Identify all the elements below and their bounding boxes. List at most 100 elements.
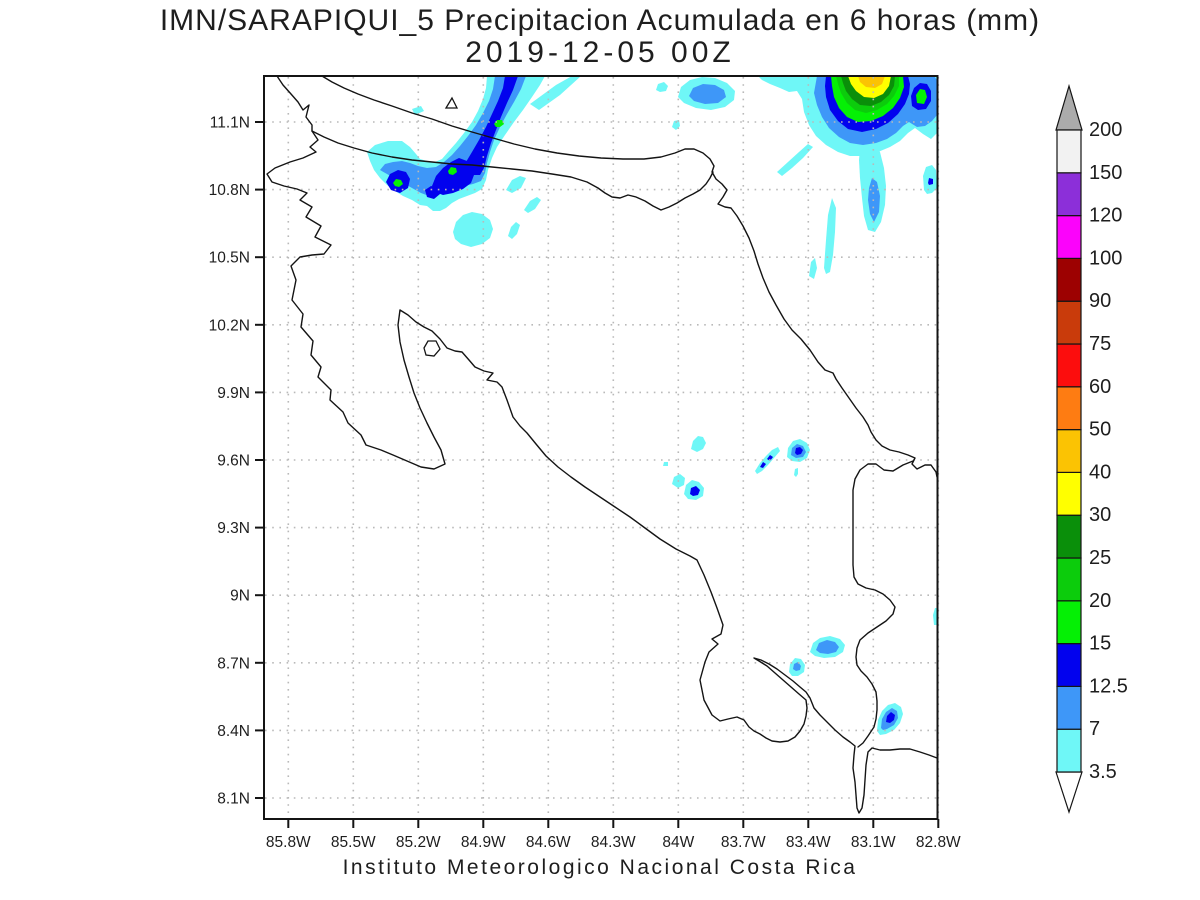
precip-contour-c35 [453, 212, 493, 247]
island-triangle [444, 96, 459, 109]
coastline-pacific [266, 75, 938, 814]
lon-label: 85.8W [266, 834, 311, 851]
colorbar-label: 60 [1089, 376, 1111, 398]
precip-contour-c125 [690, 486, 700, 496]
lon-label: 83.7W [721, 834, 766, 851]
lon-label: 85.2W [396, 834, 441, 851]
precip-contour-c35 [656, 82, 668, 92]
lat-label: 10.5N [209, 250, 250, 267]
lon-label: 83.1W [851, 834, 896, 851]
colorbar-label: 90 [1089, 290, 1111, 312]
lat-label: 9.9N [217, 385, 250, 402]
colorbar-segment-100 [1056, 215, 1082, 260]
colorbar-segment-60 [1056, 343, 1082, 388]
colorbar: 3.5 7 12.5 15 20 25 30 40 50 60 75 90 100 120 150 200 [1055, 83, 1128, 814]
colorbar-label: 25 [1089, 547, 1111, 569]
precip-contour-c125 [760, 462, 766, 468]
lon-label: 85.5W [331, 834, 376, 851]
colorbar-label: 7 [1089, 718, 1100, 740]
colorbar-label: 75 [1089, 333, 1111, 355]
lon-label: 84.6W [526, 834, 571, 851]
colorbar-label: 3.5 [1089, 761, 1117, 783]
axes: 11.1N 10.8N 10.5N 10.2N 9.9N 9.6N 9.3N 9N 8.7N 8.… [209, 75, 961, 851]
colorbar-segment-90 [1056, 257, 1082, 302]
precip-contour-c125 [432, 158, 474, 195]
precip-contour-c15 [448, 167, 457, 175]
colorbar-label: 100 [1089, 247, 1122, 269]
colorbar-segment-30 [1056, 471, 1082, 516]
colorbar-arrow-top [1055, 83, 1083, 131]
lat-label: 8.4N [217, 723, 250, 740]
precip-contour-c15 [393, 179, 403, 187]
colorbar-segment-25 [1056, 514, 1082, 559]
map-frame [263, 75, 939, 820]
lon-label: 84.9W [461, 834, 506, 851]
lat-label: 8.7N [217, 655, 250, 672]
colorbar-label: 15 [1089, 633, 1111, 655]
precip-contour-c35 [508, 222, 520, 239]
precip-contour-c125 [795, 447, 803, 455]
colorbar-label: 120 [1089, 205, 1122, 227]
colorbar-segment-120 [1056, 172, 1082, 217]
colorbar-label: 200 [1089, 119, 1122, 141]
precip-contour-c35 [530, 76, 581, 110]
precip-contour-c125 [767, 455, 773, 461]
lat-label: 11.1N [210, 115, 250, 132]
precip-contour-c7 [689, 84, 726, 104]
colorbar-label: 40 [1089, 461, 1111, 483]
lat-label: 10.2N [209, 317, 250, 334]
colorbar-label: 12.5 [1089, 675, 1128, 697]
precip-contour-c35 [691, 436, 706, 452]
colorbar-segment-50 [1056, 386, 1082, 431]
colorbar-segment-7 [1056, 685, 1082, 730]
lon-label: 82.8W [916, 834, 961, 851]
colorbar-segment-15 [1056, 600, 1082, 645]
colorbar-segment-75 [1056, 300, 1082, 345]
precip-contour-c125 [928, 178, 933, 185]
precip-contour-c35 [524, 197, 541, 213]
lon-label: 84.3W [591, 834, 636, 851]
colorbar-segment-12.5 [1056, 642, 1082, 687]
colorbar-segment-150 [1056, 129, 1082, 174]
precip-contour-c7 [380, 76, 526, 196]
precip-shading [367, 76, 937, 735]
lon-label: 83.4W [786, 834, 831, 851]
border-panama [852, 460, 914, 748]
precip-contour-c35 [809, 258, 817, 279]
colorbar-label: 150 [1089, 162, 1122, 184]
precip-contour-c7 [816, 640, 839, 654]
plot-subtitle: 2019-12-05 00Z [465, 36, 735, 69]
island-chira [423, 340, 441, 357]
precip-contour-c125 [886, 712, 895, 723]
precip-contour-c35 [506, 176, 526, 193]
precip-contour-c7 [793, 662, 801, 671]
plot-title: IMN/SARAPIQUI_5 Precipitacion Acumulada … [159, 4, 1041, 37]
coastline-caribbean [321, 75, 938, 478]
lat-label: 9N [230, 588, 250, 605]
colorbar-segment-40 [1056, 429, 1082, 474]
lat-label: 10.8N [209, 182, 250, 199]
graticule [265, 77, 940, 818]
precip-contour-c125 [466, 76, 518, 175]
precip-contour-c35 [777, 144, 813, 176]
precip-contour-c15 [916, 89, 927, 104]
colorbar-segment-3.5 [1056, 728, 1082, 773]
colorbar-arrow-bottom [1055, 771, 1083, 814]
lat-label: 9.6N [217, 453, 250, 470]
lon-label: 84W [662, 834, 694, 851]
colorbar-segment-20 [1056, 557, 1082, 602]
colorbar-label: 30 [1089, 504, 1111, 526]
colorbar-label: 50 [1089, 419, 1111, 441]
colorbar-label: 20 [1089, 590, 1111, 612]
precip-contour-c40 [858, 76, 885, 88]
lat-label: 9.3N [217, 520, 250, 537]
lat-label: 8.1N [217, 791, 250, 808]
map-outlines [266, 75, 938, 814]
precip-contour-c35 [412, 106, 424, 115]
precip-contour-c35 [933, 608, 937, 625]
precip-contour-c35 [824, 198, 836, 274]
plot-footer: Instituto Meteorologico Nacional Costa R… [342, 856, 858, 879]
border-nicaragua [311, 130, 714, 211]
